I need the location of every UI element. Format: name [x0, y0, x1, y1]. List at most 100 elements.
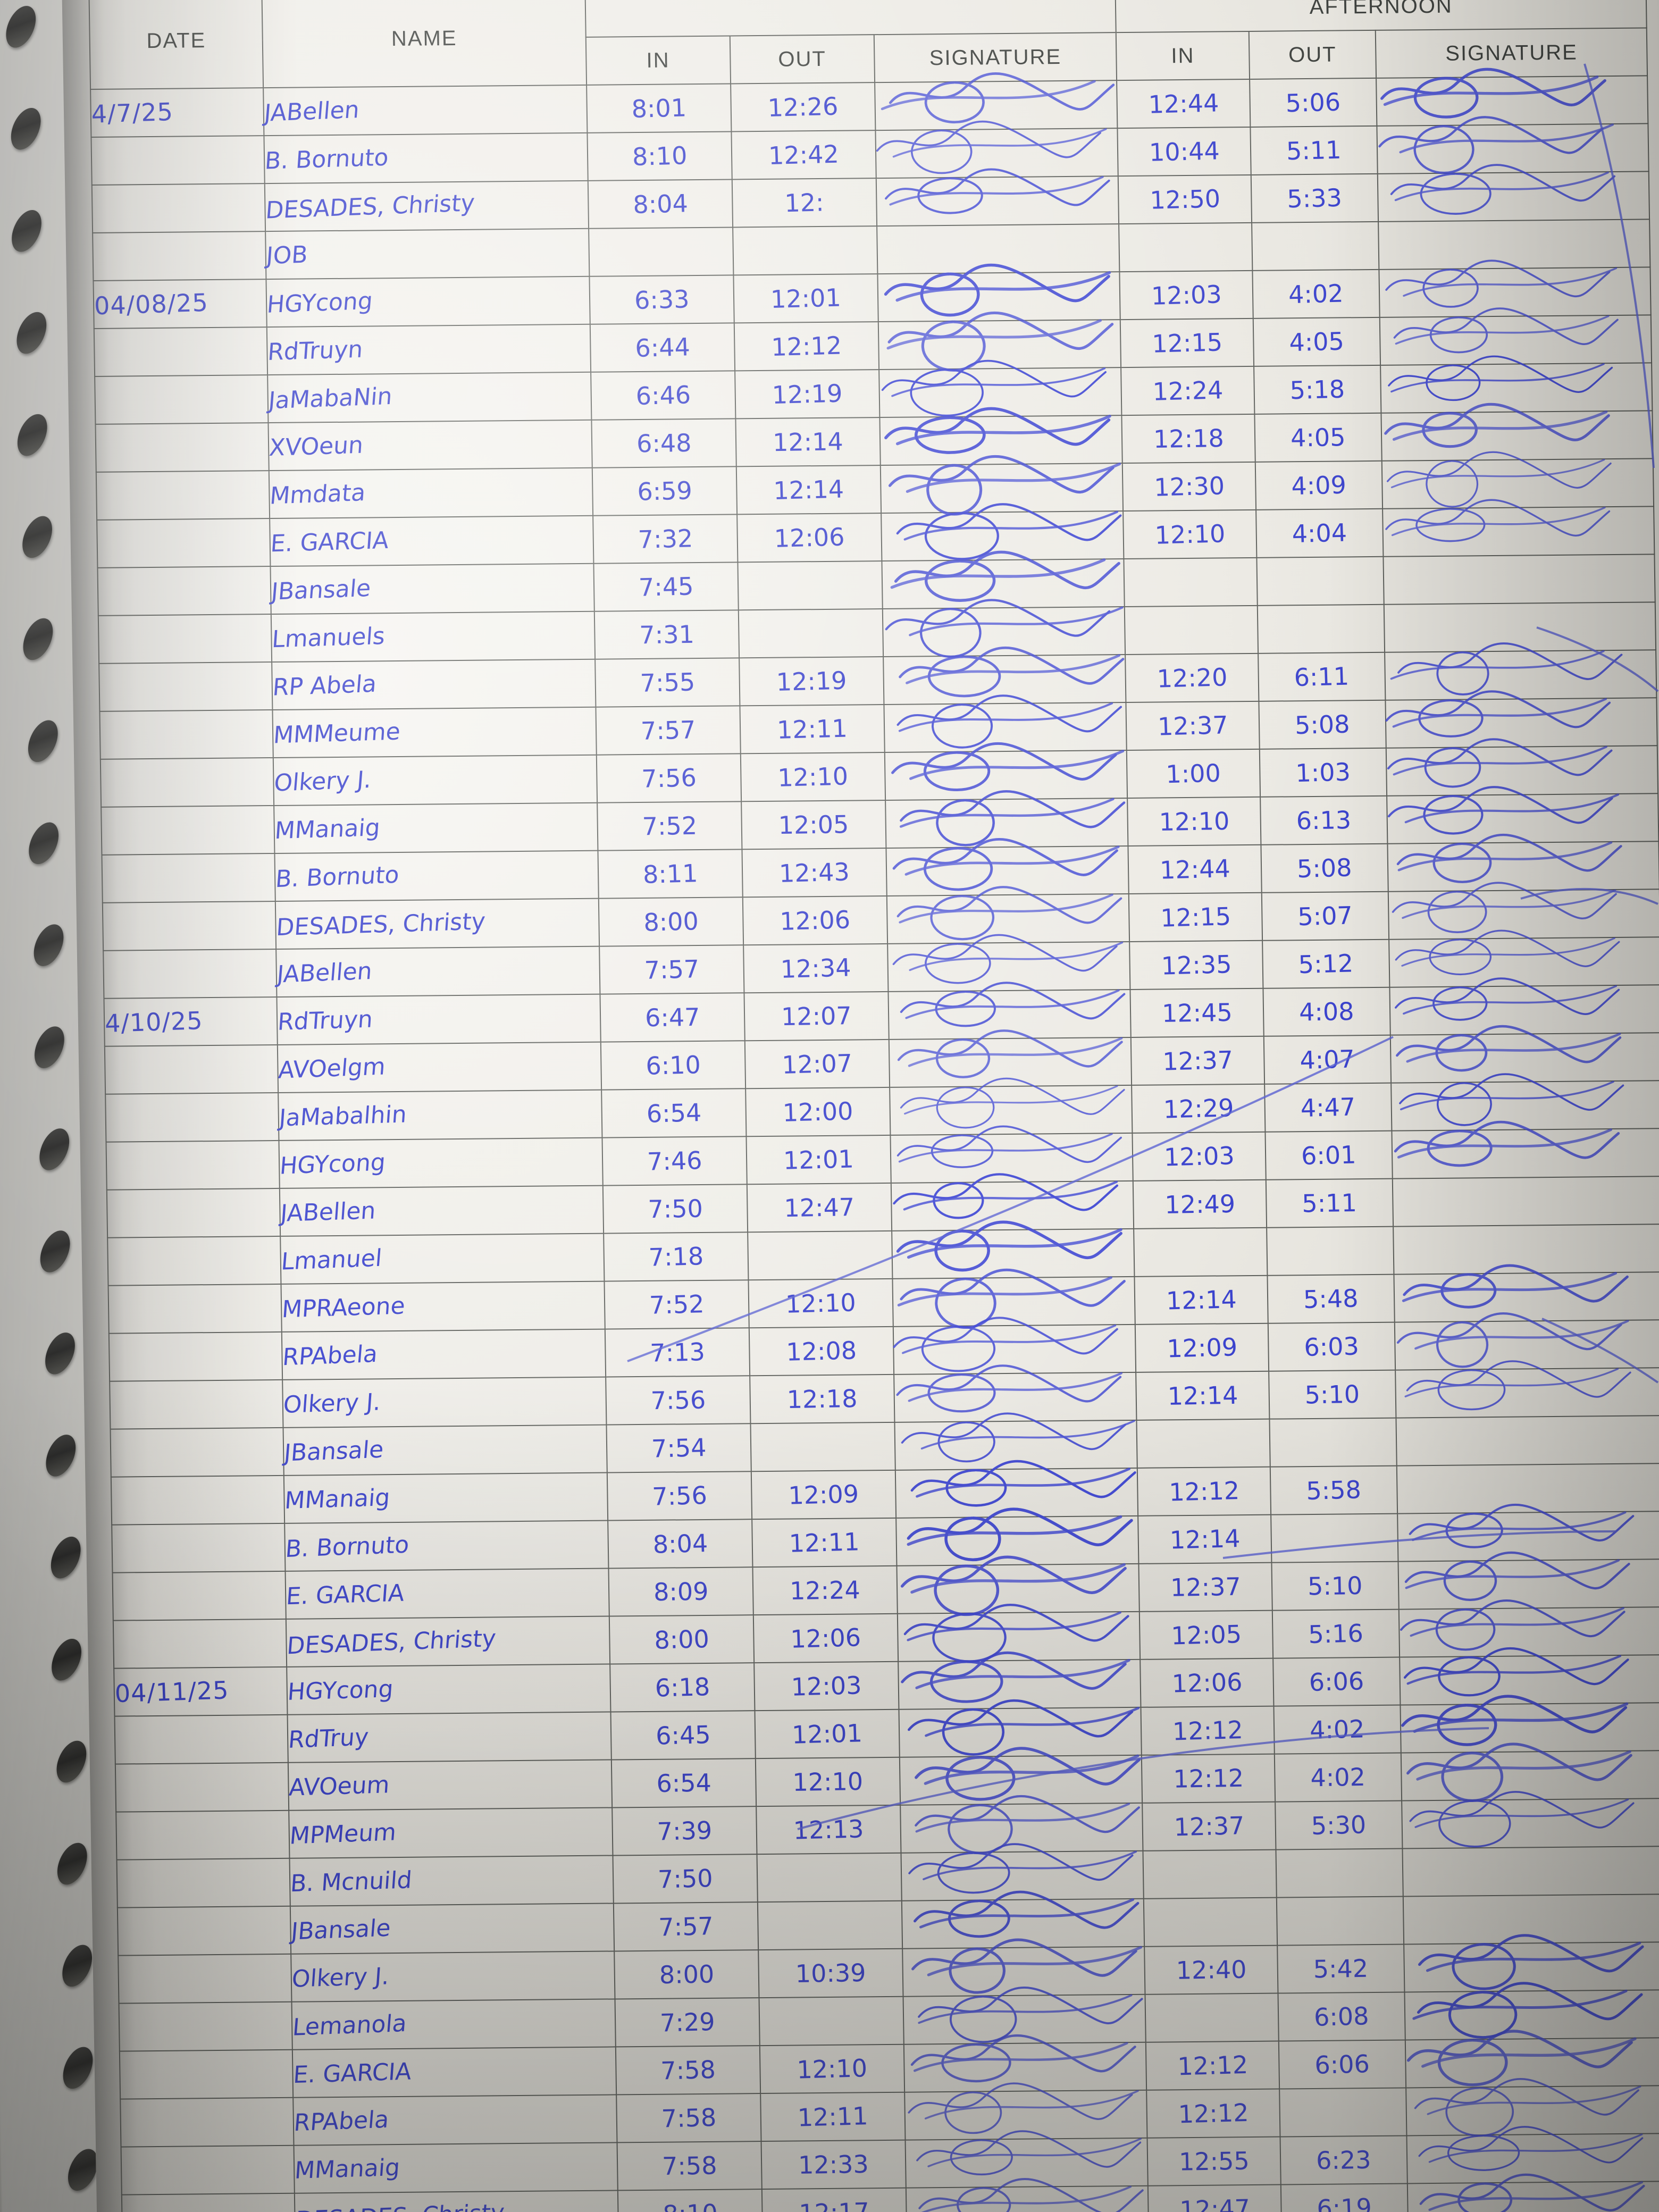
cell-date[interactable] — [106, 1140, 280, 1190]
cell-afternoon-signature[interactable] — [1395, 1312, 1659, 1370]
cell-afternoon-signature[interactable] — [1394, 1264, 1659, 1322]
cell-afternoon-out[interactable]: 6:13 — [1260, 795, 1388, 845]
cell-afternoon-out[interactable] — [1256, 556, 1385, 606]
cell-morning-out[interactable]: 12:05 — [741, 800, 886, 850]
cell-morning-in[interactable]: 8:01 — [586, 83, 732, 133]
cell-morning-signature[interactable] — [903, 2034, 1147, 2092]
cell-morning-in[interactable]: 6:54 — [611, 1758, 756, 1808]
cell-morning-signature[interactable] — [886, 838, 1129, 896]
cell-morning-in[interactable]: 6:48 — [591, 418, 736, 468]
cell-name[interactable]: JABellen — [263, 85, 588, 136]
cell-morning-in[interactable]: 7:55 — [594, 658, 740, 707]
cell-name[interactable]: HGYcong — [266, 276, 590, 328]
cell-date[interactable] — [112, 1571, 287, 1621]
cell-morning-signature[interactable] — [880, 455, 1124, 516]
cell-afternoon-signature[interactable] — [1379, 259, 1651, 317]
cell-morning-out[interactable] — [757, 1900, 902, 1950]
cell-name[interactable]: RdTruyn — [267, 324, 591, 375]
cell-afternoon-out[interactable]: 5:42 — [1277, 1944, 1405, 1993]
cell-afternoon-in[interactable] — [1145, 1993, 1279, 2042]
cell-morning-in[interactable]: 8:00 — [614, 1950, 759, 1999]
cell-name[interactable]: B. Bornuto — [284, 1520, 609, 1571]
cell-afternoon-out[interactable] — [1279, 2088, 1407, 2137]
cell-morning-in[interactable]: 7:56 — [607, 1471, 752, 1521]
cell-morning-out[interactable]: 12:43 — [742, 848, 887, 898]
cell-afternoon-signature[interactable] — [1381, 403, 1653, 461]
cell-morning-out[interactable]: 12:11 — [760, 2092, 906, 2142]
cell-morning-out[interactable]: 12:19 — [734, 370, 880, 419]
cell-afternoon-signature[interactable] — [1388, 882, 1659, 940]
cell-name[interactable]: E. GARCIA — [286, 1568, 609, 1619]
cell-morning-in[interactable]: 6:10 — [600, 1041, 745, 1090]
cell-morning-out[interactable]: 12:24 — [752, 1565, 898, 1615]
cell-name[interactable]: MManaig — [274, 802, 598, 853]
cell-name[interactable]: JABellen — [276, 946, 600, 997]
cell-afternoon-in[interactable]: 12:50 — [1118, 174, 1252, 224]
cell-afternoon-signature[interactable] — [1377, 116, 1649, 174]
cell-date[interactable] — [121, 2145, 295, 2195]
cell-afternoon-out[interactable]: 4:08 — [1263, 987, 1391, 1036]
cell-morning-out[interactable]: 12:10 — [748, 1278, 893, 1328]
cell-afternoon-signature[interactable] — [1397, 1463, 1659, 1514]
cell-morning-out[interactable]: 12:10 — [759, 2044, 904, 2094]
cell-date[interactable] — [95, 423, 270, 472]
cell-afternoon-in[interactable] — [1136, 1419, 1270, 1468]
cell-date[interactable] — [95, 375, 269, 424]
cell-afternoon-out[interactable]: 5:16 — [1272, 1609, 1400, 1658]
cell-morning-signature[interactable] — [883, 646, 1126, 705]
cell-name[interactable]: JOB — [265, 228, 590, 280]
cell-afternoon-out[interactable]: 4:02 — [1273, 1705, 1402, 1754]
cell-date[interactable] — [99, 710, 274, 759]
cell-date[interactable] — [115, 1762, 289, 1812]
cell-afternoon-signature[interactable] — [1381, 451, 1654, 509]
cell-afternoon-out[interactable]: 4:04 — [1255, 508, 1384, 558]
cell-afternoon-in[interactable] — [1143, 1849, 1277, 1899]
cell-afternoon-out[interactable]: 5:12 — [1262, 939, 1390, 988]
cell-morning-signature[interactable] — [897, 1604, 1141, 1663]
cell-afternoon-signature[interactable] — [1397, 1503, 1659, 1562]
cell-afternoon-in[interactable]: 12:37 — [1126, 701, 1260, 751]
cell-name[interactable]: E. GARCIA — [292, 2047, 616, 2098]
cell-name[interactable]: AVOelgm — [278, 1042, 601, 1093]
cell-afternoon-signature[interactable] — [1404, 1934, 1659, 1992]
cell-morning-out[interactable]: 12:06 — [742, 895, 887, 945]
cell-date[interactable] — [116, 1810, 290, 1860]
cell-afternoon-signature[interactable] — [1402, 1791, 1659, 1849]
cell-date[interactable] — [110, 1379, 283, 1429]
cell-morning-in[interactable]: 7:13 — [605, 1328, 750, 1377]
cell-afternoon-in[interactable]: 12:29 — [1132, 1084, 1266, 1133]
cell-morning-out[interactable] — [738, 561, 883, 610]
cell-afternoon-in[interactable]: 12:44 — [1117, 79, 1251, 129]
cell-afternoon-signature[interactable] — [1385, 690, 1657, 748]
cell-morning-out[interactable]: 12:33 — [761, 2140, 906, 2190]
cell-morning-in[interactable]: 7:50 — [613, 1854, 758, 1904]
cell-afternoon-out[interactable]: 5:48 — [1267, 1274, 1395, 1323]
cell-afternoon-in[interactable]: 10:44 — [1117, 127, 1251, 177]
cell-afternoon-signature[interactable] — [1377, 164, 1650, 222]
cell-morning-out[interactable]: 10:39 — [758, 1948, 903, 1998]
cell-afternoon-signature[interactable] — [1400, 1695, 1659, 1753]
cell-afternoon-in[interactable]: 12:37 — [1138, 1562, 1272, 1612]
cell-date[interactable] — [103, 949, 277, 999]
cell-afternoon-in[interactable] — [1124, 557, 1258, 607]
cell-afternoon-in[interactable]: 12:20 — [1125, 653, 1259, 703]
cell-afternoon-in[interactable] — [1125, 605, 1258, 655]
cell-afternoon-out[interactable] — [1276, 1896, 1404, 1946]
cell-afternoon-out[interactable]: 4:47 — [1264, 1083, 1392, 1132]
cell-morning-in[interactable]: 7:52 — [597, 801, 742, 851]
cell-date[interactable] — [119, 2049, 294, 2099]
cell-name[interactable]: AVOeum — [288, 1759, 612, 1811]
cell-name[interactable]: DESADES, Christy — [265, 180, 589, 232]
cell-afternoon-out[interactable]: 5:11 — [1266, 1178, 1394, 1228]
cell-morning-in[interactable]: 6:18 — [609, 1663, 755, 1712]
cell-morning-in[interactable]: 6:54 — [601, 1088, 747, 1138]
cell-morning-signature[interactable] — [904, 2082, 1147, 2140]
cell-morning-out[interactable]: 12:01 — [746, 1135, 891, 1185]
cell-morning-out[interactable]: 12:11 — [751, 1518, 897, 1568]
cell-morning-signature[interactable] — [877, 263, 1121, 322]
cell-afternoon-in[interactable]: 12:14 — [1136, 1371, 1270, 1420]
cell-afternoon-in[interactable]: 12:09 — [1135, 1323, 1269, 1372]
cell-name[interactable]: JaMabaNin — [267, 372, 592, 423]
cell-name[interactable]: Lemanola — [292, 1999, 616, 2050]
cell-afternoon-in[interactable]: 12:24 — [1121, 366, 1255, 416]
